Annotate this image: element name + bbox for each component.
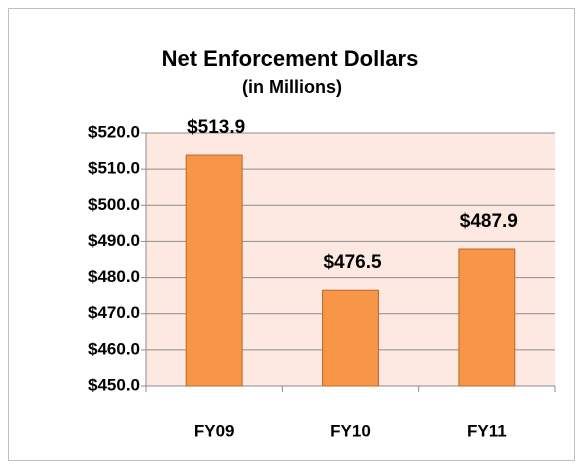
- bar: [322, 289, 379, 387]
- chart-subtitle: (in Millions): [242, 77, 342, 97]
- chart-title: Net Enforcement Dollars: [162, 46, 419, 71]
- bar: [458, 248, 516, 387]
- data-label: $487.9: [460, 211, 518, 232]
- y-tick-label: $470.0: [88, 303, 140, 322]
- data-label: $513.9: [187, 117, 245, 138]
- x-tick-label: FY10: [330, 421, 371, 440]
- y-tick-label: $480.0: [88, 267, 140, 286]
- y-tick-label: $490.0: [88, 231, 140, 250]
- x-tick-label: FY11: [467, 421, 507, 440]
- y-tick-label: $520.0: [88, 122, 140, 141]
- y-tick-label: $460.0: [88, 339, 140, 358]
- bar: [185, 154, 243, 387]
- y-tick-label: $510.0: [88, 159, 140, 178]
- x-tick-label: FY09: [194, 421, 235, 440]
- y-tick-label: $500.0: [88, 195, 140, 214]
- y-tick-label: $450.0: [88, 375, 140, 394]
- data-label: $476.5: [323, 252, 382, 273]
